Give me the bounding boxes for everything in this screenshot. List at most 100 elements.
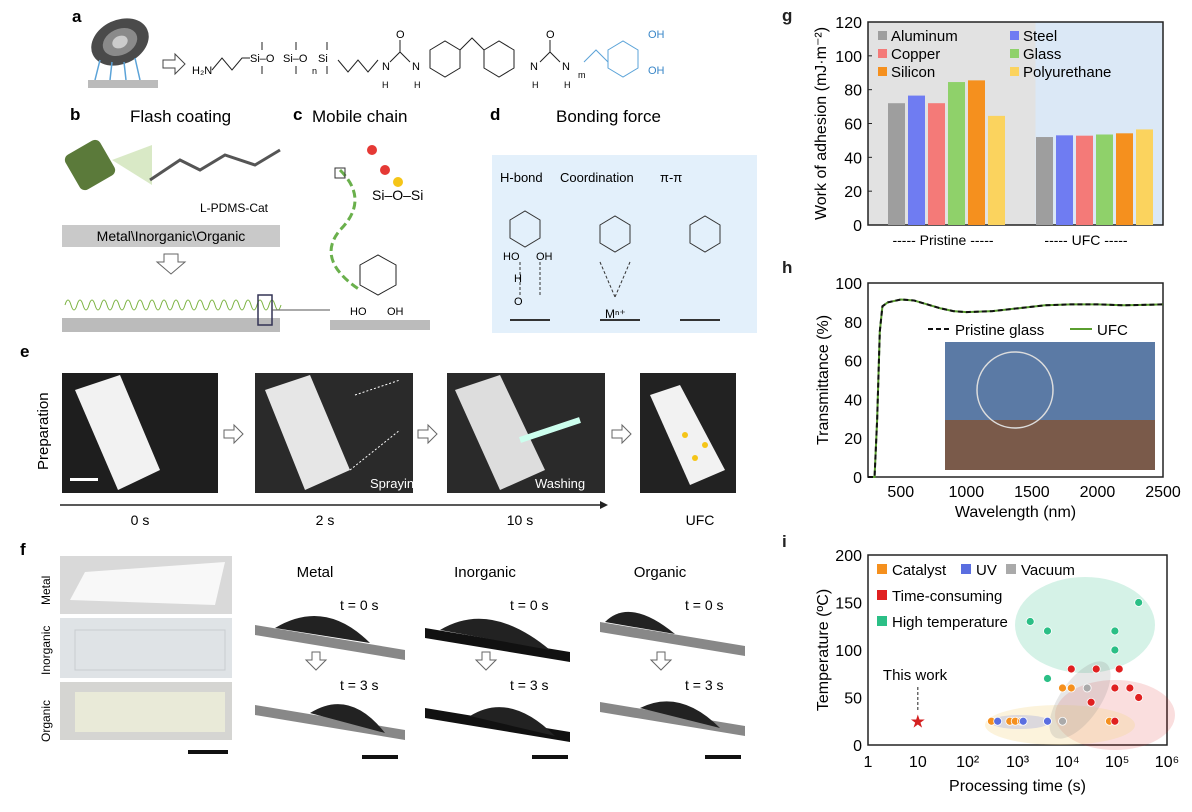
point-catalyst — [1058, 683, 1067, 693]
point-time-consuming — [1086, 697, 1096, 707]
svg-text:n: n — [312, 66, 317, 76]
mobile-chain-illustration — [329, 145, 430, 330]
legend-swatch-high-temperature — [877, 616, 887, 626]
y-tick-label: 20 — [844, 184, 862, 201]
legend-label-vacuum: Vacuum — [1021, 562, 1075, 579]
bar-aluminum-ufc — [1036, 137, 1053, 225]
svg-text:Si–O: Si–O — [283, 53, 308, 65]
series-line-pristine-glass — [868, 298, 1164, 478]
panel-label-b: b — [70, 105, 80, 124]
step-spraying: Spraying — [370, 476, 421, 491]
y-tick-label: 40 — [844, 392, 862, 409]
time-10s: 10 s — [507, 512, 533, 528]
svg-text:H₂N: H₂N — [192, 65, 212, 77]
down-arrows — [304, 651, 673, 671]
svg-text:H: H — [414, 80, 421, 90]
y-tick-label: 80 — [844, 83, 862, 100]
y-axis-label: Temperature (ºC) — [815, 589, 832, 711]
point-high-temperature — [1025, 617, 1035, 626]
legend-label-glass: Glass — [1023, 46, 1061, 63]
svg-text:N: N — [530, 61, 538, 73]
region-time-consuming — [1055, 680, 1175, 750]
point-catalyst — [1066, 683, 1076, 693]
bar-aluminum-pristine — [888, 103, 905, 225]
sios-label: Si–O–Si — [372, 187, 423, 203]
y-tick-label: 0 — [853, 218, 862, 235]
step-washing: Washing — [535, 476, 585, 491]
x-tick-label: 10 — [909, 754, 927, 771]
d-ho-label: HO — [503, 251, 520, 263]
x-tick-label: 1500 — [1014, 484, 1050, 501]
legend-label-time-consuming: Time-consuming — [892, 588, 1002, 605]
molecule-label: L-PDMS-Cat — [200, 201, 269, 215]
x-category-label: ----- UFC ----- — [1044, 232, 1128, 248]
bonding-structures — [509, 210, 721, 321]
legend-swatch-glass — [1010, 49, 1019, 58]
bar-polyurethane-pristine — [988, 115, 1005, 225]
svg-text:OH: OH — [648, 65, 665, 77]
bond-type-pipi: π-π — [660, 170, 682, 185]
legend-swatch-steel — [1010, 31, 1019, 40]
row-label-inorganic: Inorganic — [39, 626, 53, 675]
legend-swatch-catalyst — [877, 564, 887, 574]
legend-label-silicon: Silicon — [891, 64, 935, 81]
substrate-bar — [62, 225, 280, 247]
y-axis-label: Transmittance (%) — [815, 315, 832, 445]
panel-label-a: a — [72, 7, 82, 26]
d-oh-label: OH — [536, 251, 553, 263]
svg-text:N: N — [382, 61, 390, 73]
legend-label-high-temperature: High temperature — [892, 614, 1008, 631]
row-label-metal: Metal — [39, 576, 53, 605]
bar-steel-ufc — [1056, 135, 1073, 225]
bar-polyurethane-ufc — [1136, 129, 1153, 225]
y-tick-label: 80 — [844, 315, 862, 332]
point-high-temperature — [1110, 626, 1120, 636]
svg-text:N: N — [562, 61, 570, 73]
legend-swatch-polyurethane — [1010, 67, 1019, 76]
annotation-this-work: This work — [883, 667, 948, 684]
bar-copper-pristine — [928, 103, 945, 225]
legend-swatch-aluminum — [878, 31, 887, 40]
row-label-organic: Organic — [39, 700, 53, 742]
preparation-photos — [62, 373, 736, 493]
legend-swatch-silicon — [878, 67, 887, 76]
plot-frame — [867, 282, 1164, 478]
panel-label-c: c — [293, 105, 302, 124]
legend-label-uv: UV — [976, 562, 997, 579]
x-tick-label: 10⁴ — [1055, 754, 1080, 771]
legend-label-copper: Copper — [891, 46, 940, 63]
x-tick-label: 2000 — [1080, 484, 1116, 501]
bond-type-coordination: Coordination — [560, 170, 634, 185]
point-vacuum — [1058, 716, 1067, 726]
x-tick-label: 2500 — [1145, 484, 1181, 501]
legend-swatch-vacuum — [1006, 564, 1016, 574]
x-tick-label: 1 — [864, 754, 873, 771]
bar-steel-pristine — [908, 95, 925, 226]
legend-swatch-time-consuming — [877, 590, 887, 600]
glass-sample — [976, 351, 1054, 429]
point-high-temperature — [1043, 626, 1052, 636]
region-catalyst — [985, 705, 1135, 745]
x-tick-label: 500 — [887, 484, 914, 501]
t0-inorganic: t = 0 s — [510, 597, 549, 613]
bond-type-hbond: H-bond — [500, 170, 543, 185]
panel-label-d: d — [490, 105, 500, 124]
preparation-label: Preparation — [35, 392, 52, 470]
svg-text:H: H — [382, 80, 389, 90]
legend-label-polyurethane: Polyurethane — [1023, 64, 1111, 81]
legend-swatch-copper — [878, 49, 887, 58]
bonding-box — [492, 155, 757, 333]
panel-label-e: e — [20, 342, 29, 361]
down-arrow-icon — [155, 253, 187, 275]
x-axis-label: Processing time (s) — [949, 778, 1086, 795]
panel-label-h: h — [782, 258, 793, 277]
y-tick-label: 20 — [844, 431, 862, 448]
t0-metal: t = 0 s — [340, 597, 379, 613]
x-category-label: ----- Pristine ----- — [892, 232, 993, 248]
y-tick-label: 120 — [835, 15, 862, 32]
y-tick-label: 0 — [853, 738, 862, 755]
t3-inorganic: t = 3 s — [510, 677, 549, 693]
point-time-consuming — [1066, 664, 1076, 674]
this-work-star: ★ — [910, 711, 926, 731]
